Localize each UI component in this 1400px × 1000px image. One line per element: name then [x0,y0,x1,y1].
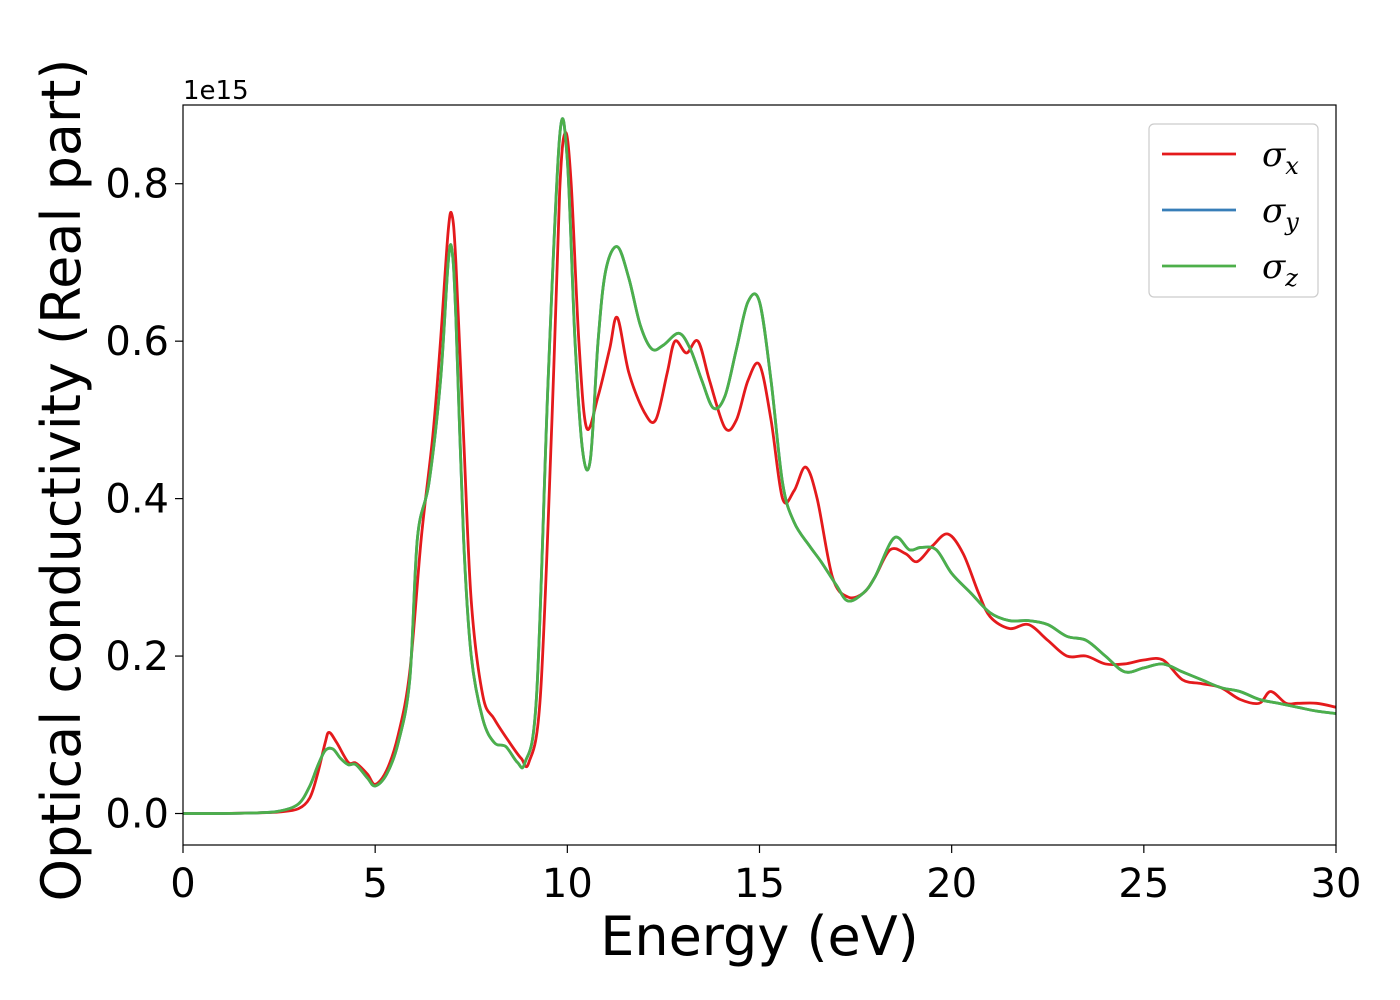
x-tick-label: 15 [734,861,785,907]
y-tick-label: 0.8 [105,162,169,208]
x-tick-label: 30 [1311,861,1362,907]
series-line-z [183,117,1336,815]
x-tick-label: 10 [542,861,593,907]
x-axis-ticks: 0 5 10 15 20 25 30 [170,845,1361,907]
y-axis-ticks: 0.0 0.2 0.4 0.6 0.8 [105,162,183,838]
x-tick-label: 5 [362,861,387,907]
series-layer [183,117,1336,815]
legend-label-y: σy [1262,191,1299,236]
y-tick-label: 0.4 [105,477,169,523]
y-axis-label: Optical conductivity (Real part) [30,59,93,902]
x-tick-label: 0 [170,861,195,907]
x-tick-label: 25 [1118,861,1169,907]
y-axis-offset-text: 1e15 [183,76,249,106]
x-axis-label: Energy (eV) [600,905,919,968]
series-line-x [183,131,1336,815]
legend-label-z: σz [1262,247,1298,292]
y-tick-label: 0.6 [105,319,169,365]
legend: σx σy σz [1148,123,1319,298]
x-tick-label: 20 [926,861,977,907]
legend-label-x: σx [1262,135,1299,180]
y-tick-label: 0.2 [105,634,169,680]
legend-items: σx σy σz [1162,135,1299,292]
y-tick-label: 0.0 [105,792,169,838]
